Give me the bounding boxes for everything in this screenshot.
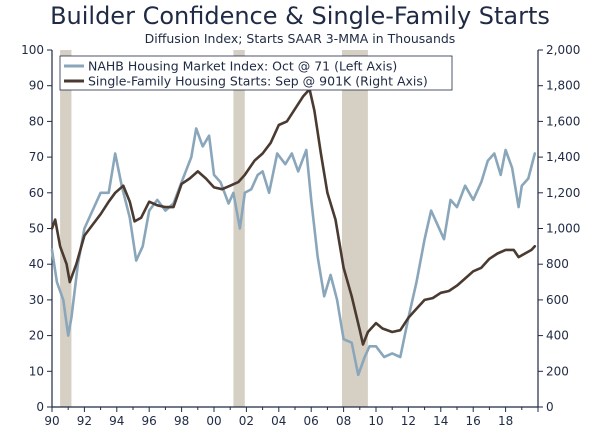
left-tick-label: 80: [29, 114, 44, 128]
right-tick-label: 200: [546, 364, 569, 378]
right-tick-label: 800: [546, 257, 569, 271]
x-tick-label: 94: [109, 414, 124, 428]
right-tick-label: 2,000: [546, 43, 580, 57]
legend-label-1: Single-Family Housing Starts: Sep @ 901K…: [88, 74, 428, 89]
right-tick-label: 1,800: [546, 79, 580, 93]
recession-band-2: [341, 50, 368, 407]
x-tick-label: 08: [336, 414, 351, 428]
x-tick-label: 12: [401, 414, 416, 428]
x-tick-label: 18: [498, 414, 513, 428]
chart-subtitle: Diffusion Index; Starts SAAR 3-MMA in Th…: [144, 31, 456, 46]
left-tick-label: 90: [29, 79, 44, 93]
x-tick-label: 02: [239, 414, 254, 428]
right-tick-label: 1,200: [546, 186, 580, 200]
x-tick-label: 16: [466, 414, 481, 428]
right-tick-label: 1,400: [546, 150, 580, 164]
legend-box: [59, 55, 453, 91]
right-tick-label: 0: [546, 400, 554, 414]
left-tick-label: 20: [29, 329, 44, 343]
x-tick-label: 14: [433, 414, 448, 428]
right-tick-label: 400: [546, 329, 569, 343]
recession-band-0: [60, 50, 72, 407]
left-tick-label: 60: [29, 186, 44, 200]
right-tick-label: 600: [546, 293, 569, 307]
legend-label-0: NAHB Housing Market Index: Oct @ 71 (Lef…: [88, 59, 397, 74]
right-tick-label: 1,000: [546, 222, 580, 236]
left-tick-label: 50: [29, 222, 44, 236]
x-tick-label: 04: [271, 414, 286, 428]
left-tick-label: 0: [36, 400, 44, 414]
left-tick-label: 100: [21, 43, 44, 57]
x-tick-label: 96: [142, 414, 157, 428]
x-tick-label: 98: [174, 414, 189, 428]
x-tick-label: 92: [77, 414, 92, 428]
series-line-0: [50, 127, 537, 377]
left-tick-label: 10: [29, 364, 44, 378]
x-tick-label: 90: [44, 414, 59, 428]
x-tick-label: 06: [304, 414, 319, 428]
left-tick-label: 70: [29, 150, 44, 164]
left-tick-label: 40: [29, 257, 44, 271]
series-line-1: [50, 88, 537, 346]
x-tick-label: 10: [368, 414, 383, 428]
right-tick-label: 1,600: [546, 114, 580, 128]
chart-title: Builder Confidence & Single-Family Start…: [50, 2, 550, 30]
x-tick-label: 00: [206, 414, 221, 428]
left-tick-label: 30: [29, 293, 44, 307]
